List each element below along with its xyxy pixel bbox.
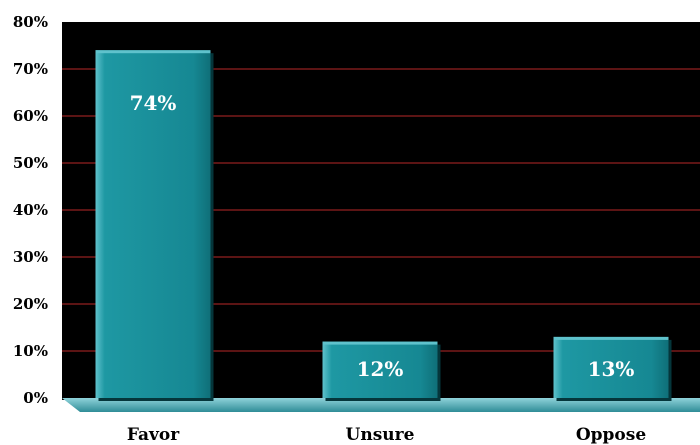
y-tick-label: 20%: [13, 295, 48, 313]
bar: [95, 50, 211, 398]
bar-top-highlight: [553, 336, 669, 340]
data-label: 13%: [588, 357, 635, 381]
bar: [322, 341, 438, 398]
y-axis-tick-labels: 0% 10% 20% 30% 40% 50% 60% 70% 80%: [13, 13, 48, 407]
category-label: Unsure: [346, 425, 415, 445]
y-tick-label: 0%: [23, 389, 48, 407]
plot-floor: [62, 398, 700, 412]
category-label: Oppose: [576, 425, 646, 445]
data-labels: 74% 12% 13%: [130, 91, 635, 381]
bars: [95, 50, 672, 401]
y-tick-label: 70%: [13, 60, 48, 78]
category-label: Favor: [127, 425, 180, 445]
y-tick-label: 60%: [13, 107, 48, 125]
bar-top-highlight: [95, 50, 211, 54]
y-tick-label: 50%: [13, 154, 48, 172]
y-tick-label: 40%: [13, 201, 48, 219]
data-label: 74%: [130, 91, 177, 115]
bar-top-highlight: [322, 341, 438, 345]
category-labels: Favor Unsure Oppose: [127, 425, 646, 445]
y-tick-label: 30%: [13, 248, 48, 266]
y-tick-label: 80%: [13, 13, 48, 31]
y-tick-label: 10%: [13, 342, 48, 360]
data-label: 12%: [357, 357, 404, 381]
bar: [553, 336, 669, 398]
